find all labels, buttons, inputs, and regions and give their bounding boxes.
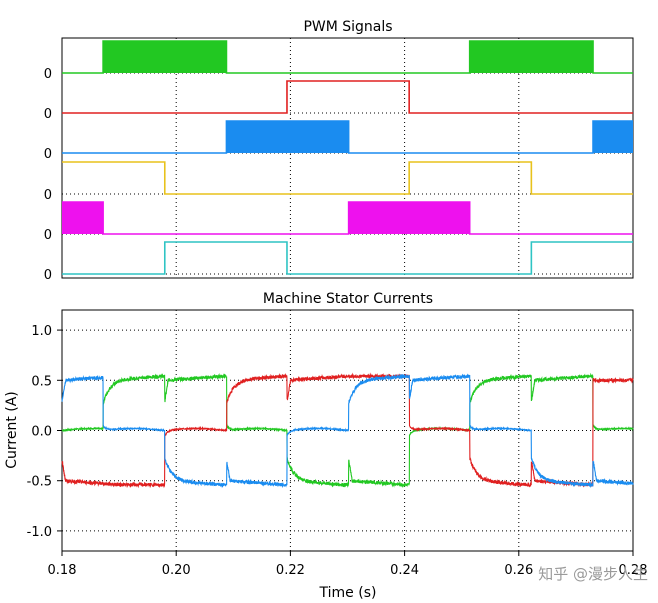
y-tick-label: -0.5 [27,475,52,490]
pwm-switching-band [469,41,594,73]
y-tick-label: 1.0 [31,324,52,339]
pwm-y-tick-label: 0 [44,67,52,82]
pwm-trace [62,241,633,275]
current-trace [61,372,634,489]
pwm-switching-band [103,41,227,73]
x-tick-label: 0.18 [48,563,77,578]
x-axis-label: Time (s) [319,585,377,601]
pwm-title: PWM Signals [303,19,392,35]
y-axis-label: Current (A) [4,391,20,469]
x-tick-labels: 0.18 0.20 0.22 0.24 0.26 0.28 [48,563,648,578]
pwm-switching-band [62,202,104,234]
pwm-switching-band [348,202,470,234]
current-trace [61,372,634,488]
pwm-switching-band [593,121,633,153]
currents-traces [61,372,634,489]
pwm-subplot: PWM Signals 0 0 0 0 0 0 [44,19,634,283]
pwm-axes-frame [61,37,634,279]
pwm-grid [62,38,633,278]
pwm-y-tick-labels: 0 0 0 0 0 0 [44,67,52,283]
pwm-traces [62,40,633,275]
pwm-y-tick-label: 0 [44,147,52,162]
pwm-switching-band [226,121,349,153]
currents-title: Machine Stator Currents [263,291,433,307]
currents-y-tick-labels: 1.0 0.5 0.0 -0.5 -1.0 [27,324,52,540]
pwm-trace [62,80,633,114]
x-tick-label: 0.26 [504,563,533,578]
pwm-y-tick-label: 0 [44,188,52,203]
pwm-y-tick-label: 0 [44,228,52,243]
watermark: 知乎 @漫步人生 [538,565,648,583]
x-tick-label: 0.28 [619,563,648,578]
x-tick-label: 0.20 [162,563,191,578]
y-tick-label: -1.0 [27,525,52,540]
currents-subplot: Machine Stator Currents 1.0 0.5 0.0 -0.5… [4,291,647,601]
pwm-trace [62,161,633,195]
x-tick-label: 0.22 [276,563,305,578]
y-tick-label: 0.0 [31,425,52,440]
y-tick-label: 0.5 [31,374,52,389]
pwm-y-tick-label: 0 [44,268,52,283]
current-trace [61,373,634,489]
pwm-y-tick-label: 0 [44,107,52,122]
x-tick-label: 0.24 [390,563,419,578]
